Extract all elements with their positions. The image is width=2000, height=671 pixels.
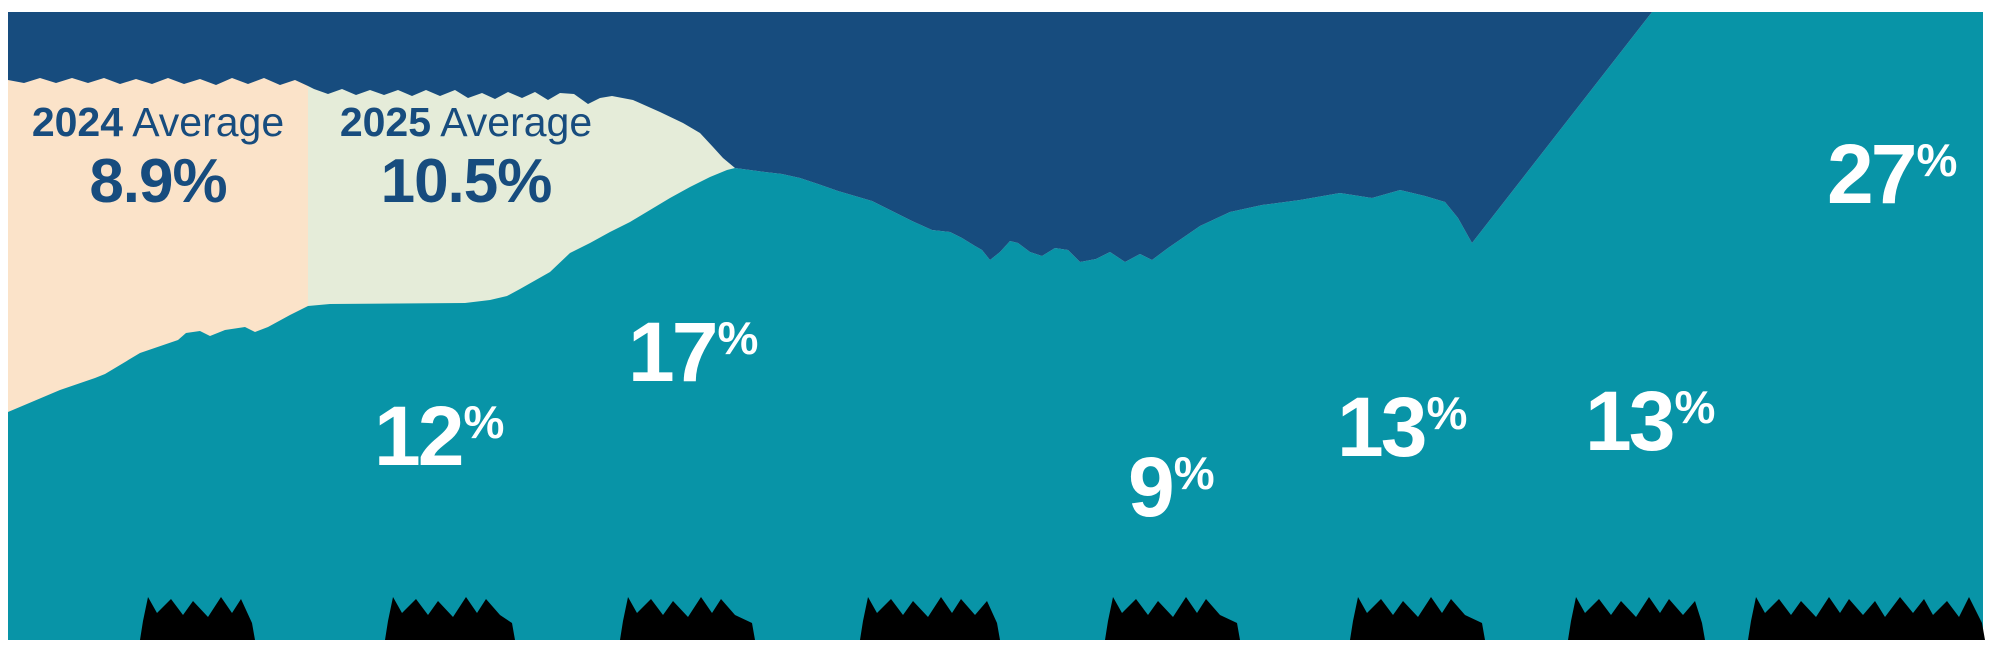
point-label-17pct: 17 % [628,310,758,394]
avg-2025-year: 2025 [339,99,432,145]
percent-sign: % [1173,447,1215,499]
x-axis-label-redacted [1568,597,1705,640]
avg-2025-word: Average [440,99,593,145]
point-label-27pct: 27 % [1827,132,1957,216]
point-label-value: 13 [1585,374,1675,468]
x-axis-label-redacted [140,597,255,640]
title-redacted-block [8,12,1652,262]
percent-sign: % [717,312,759,364]
point-label-value: 13 [1337,380,1427,474]
x-axis-label-redacted [1105,597,1240,640]
x-axis-label-redacted [1748,597,1985,640]
x-axis-label-redacted [1350,597,1485,640]
percent-sign: % [1916,134,1958,186]
point-label-value: 17 [628,305,718,399]
percent-sign: % [1674,381,1716,433]
avg-2024-year: 2024 [31,99,124,145]
point-label-value: 27 [1827,127,1917,221]
point-label-value: 9 [1128,440,1175,534]
x-axis-redacted-labels [140,597,1985,640]
avg-2025-label: 2025 Average [310,99,622,145]
point-label-13pct-a: 13 % [1337,385,1467,469]
point-label-12pct: 12 % [374,394,504,478]
x-axis-label-redacted [385,597,515,640]
point-label-value: 12 [374,389,464,483]
avg-2024-callout: 2024 Average 8.9% [8,99,308,217]
avg-2024-label: 2024 Average [8,99,308,145]
point-label-9pct: 9 % [1128,445,1215,529]
avg-2024-value: 8.9% [89,147,227,217]
percent-sign: % [1426,387,1468,439]
x-axis-label-redacted [860,597,1000,640]
avg-2024-word: Average [132,99,285,145]
percent-sign: % [463,396,505,448]
point-label-13pct-b: 13 % [1585,379,1715,463]
chart-area-fill [8,12,1983,640]
x-axis-label-redacted [620,597,755,640]
avg-2025-callout: 2025 Average 10.5% [310,99,622,217]
avg-2025-value: 10.5% [380,147,553,217]
